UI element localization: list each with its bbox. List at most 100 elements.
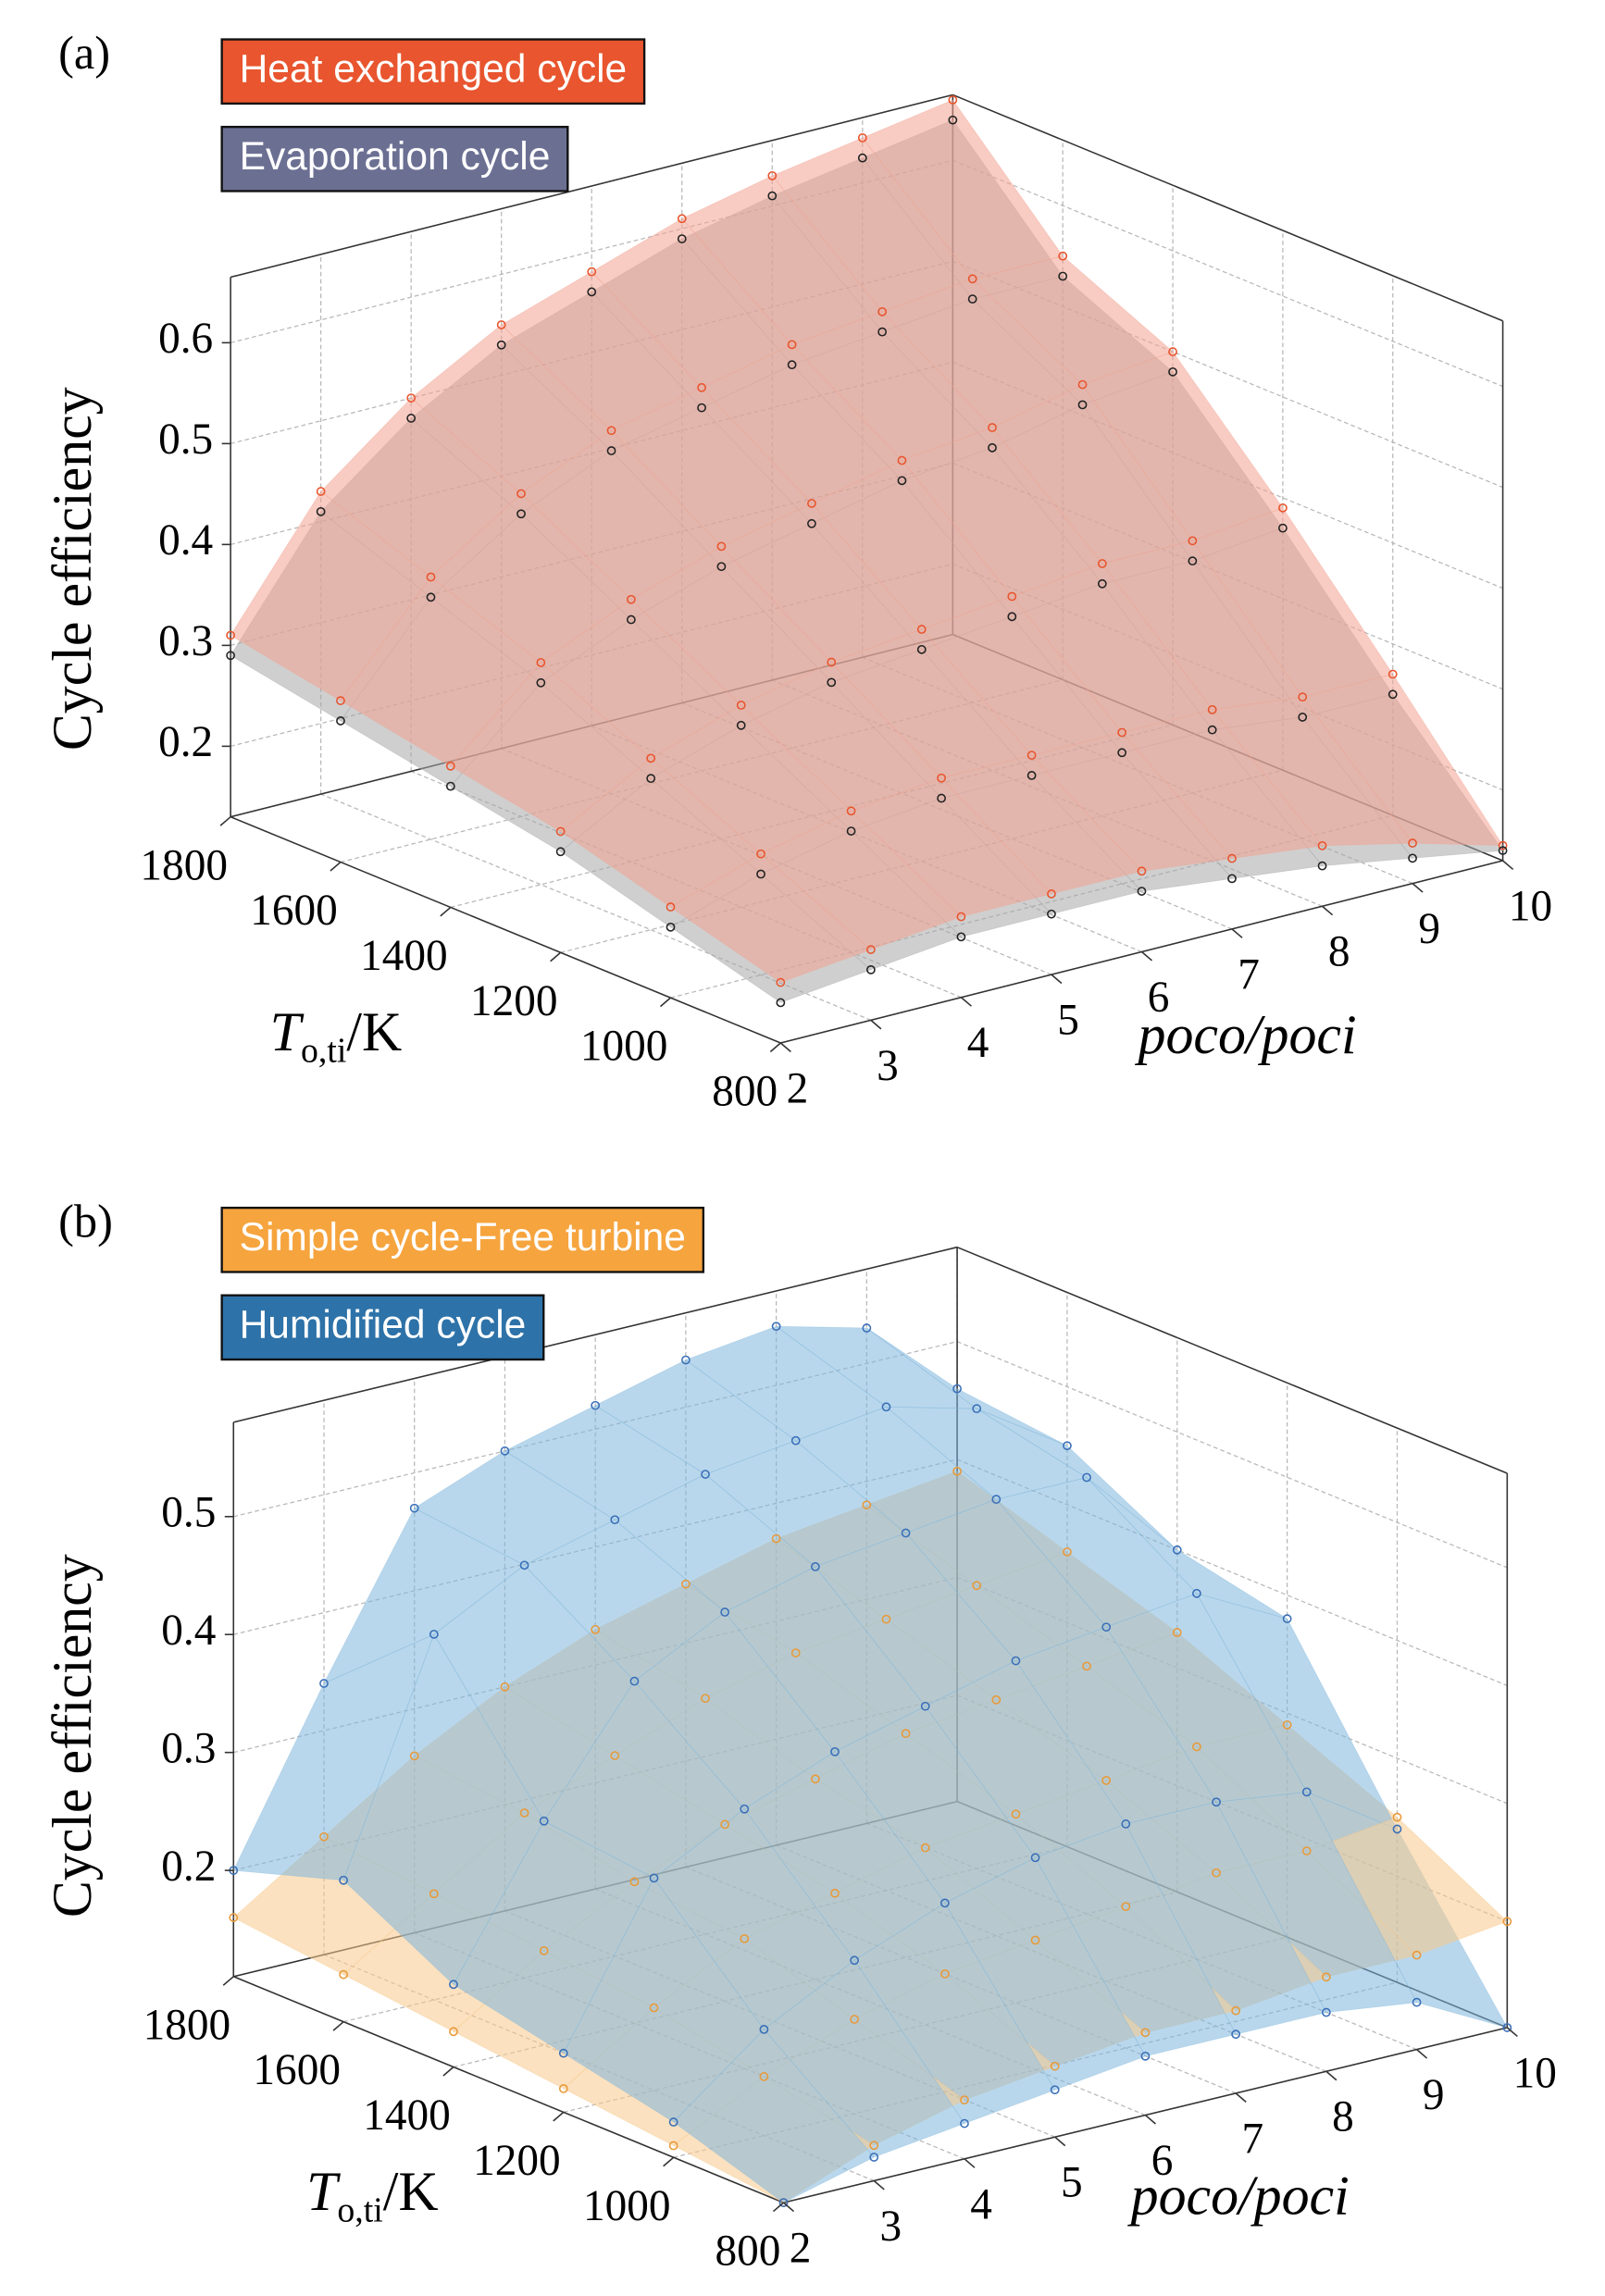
- y-axis-title: To,ti/K: [270, 1001, 403, 1071]
- y-tick-label: 800: [715, 2228, 780, 2276]
- data-point: [500, 1682, 510, 1692]
- x-tick-label: 2: [790, 2225, 812, 2273]
- data-point: [516, 489, 526, 499]
- data-point: [316, 487, 326, 496]
- data-point: [1227, 874, 1237, 884]
- data-point: [901, 1729, 911, 1739]
- legend-label: Evaporation cycle: [240, 134, 551, 179]
- data-point: [1392, 1812, 1402, 1822]
- data-point: [429, 1889, 439, 1899]
- data-point: [740, 1934, 750, 1943]
- data-point: [1077, 400, 1088, 410]
- data-point: [972, 1581, 982, 1591]
- y-axis-unit: /K: [383, 2161, 439, 2222]
- tick-mark: [1416, 2049, 1428, 2059]
- data-point: [1321, 2007, 1331, 2017]
- z-axis-title: Cycle efficiency: [42, 1554, 103, 1917]
- data-point: [226, 630, 236, 640]
- surface-patch: [1215, 1791, 1418, 2014]
- data-point: [1412, 1950, 1422, 1960]
- data-point: [952, 1466, 962, 1476]
- data-point: [1192, 1742, 1201, 1752]
- data-point: [810, 1774, 820, 1784]
- tick-mark: [779, 1042, 791, 1053]
- data-point: [916, 625, 927, 634]
- data-point: [1387, 689, 1398, 700]
- y-tick-label: 1800: [143, 2001, 231, 2049]
- y-tick-label: 1000: [583, 2182, 671, 2230]
- data-point: [406, 393, 417, 403]
- data-point: [767, 191, 778, 201]
- data-point: [1030, 1935, 1040, 1945]
- tick-mark: [870, 1019, 882, 1030]
- data-point: [668, 2141, 678, 2151]
- tick-mark: [442, 2066, 454, 2077]
- data-point: [445, 761, 455, 771]
- tick-mark: [332, 2021, 344, 2031]
- data-point: [1301, 1787, 1312, 1797]
- data-point: [336, 696, 345, 706]
- data-point: [539, 1816, 549, 1826]
- z-tick-label: 0.3: [161, 1725, 216, 1773]
- data-point: [716, 541, 727, 552]
- tick-mark: [1506, 2027, 1518, 2038]
- data-point: [339, 1875, 349, 1885]
- data-point: [626, 614, 636, 625]
- data-point: [827, 677, 837, 688]
- data-point: [756, 869, 765, 879]
- data-point: [1227, 853, 1237, 863]
- data-point: [1278, 503, 1288, 513]
- tick-mark: [964, 2158, 976, 2168]
- data-point: [409, 1751, 419, 1761]
- data-point: [771, 1322, 781, 1332]
- data-point: [610, 1515, 620, 1525]
- data-point: [1317, 861, 1327, 871]
- data-point: [857, 133, 867, 143]
- y-tick-label: 1600: [253, 2046, 341, 2094]
- y-axis-symbol: T: [270, 1001, 305, 1062]
- data-point: [1498, 840, 1508, 850]
- legend-swatch: [220, 1206, 705, 1273]
- tick-mark: [1502, 860, 1514, 871]
- data-point: [1101, 1775, 1112, 1785]
- x-tick-label: 5: [1061, 2159, 1083, 2207]
- x-tick-label: 10: [1509, 882, 1552, 930]
- surface-patch: [925, 1660, 1126, 1858]
- data-point: [920, 1701, 930, 1711]
- data-point: [516, 509, 526, 519]
- y-tick-label: 1000: [580, 1023, 668, 1071]
- data-point: [787, 340, 797, 350]
- data-point: [536, 677, 546, 688]
- data-point: [988, 442, 997, 453]
- data-point: [991, 1694, 1002, 1705]
- x-tick-label: 6: [1148, 974, 1170, 1022]
- x-tick-label: 2: [787, 1064, 809, 1112]
- data-point: [1207, 725, 1217, 735]
- tick-mark: [219, 816, 231, 826]
- data-point: [810, 1562, 820, 1571]
- data-point: [759, 2072, 769, 2081]
- tick-mark: [1054, 2136, 1066, 2147]
- data-point: [767, 170, 778, 180]
- x-tick-label: 7: [1241, 2115, 1263, 2163]
- data-point: [991, 1495, 1002, 1505]
- data-point: [677, 234, 687, 243]
- x-tick-label: 3: [877, 1042, 899, 1090]
- data-point: [1168, 366, 1177, 377]
- surface-patch: [673, 2029, 875, 2203]
- data-point: [677, 214, 687, 224]
- data-point: [336, 716, 345, 726]
- data-point: [1026, 751, 1037, 761]
- z-tick-label: 0.3: [158, 617, 213, 665]
- x-tick-label: 4: [967, 1019, 989, 1067]
- data-point: [1408, 838, 1417, 848]
- tick-mark: [1412, 883, 1424, 893]
- tick-mark: [550, 951, 562, 962]
- surface-patch: [1101, 540, 1303, 711]
- data-point: [519, 1808, 529, 1818]
- axis-box: [956, 1246, 1508, 1474]
- data-point: [1502, 2023, 1512, 2032]
- data-point: [1140, 2028, 1151, 2038]
